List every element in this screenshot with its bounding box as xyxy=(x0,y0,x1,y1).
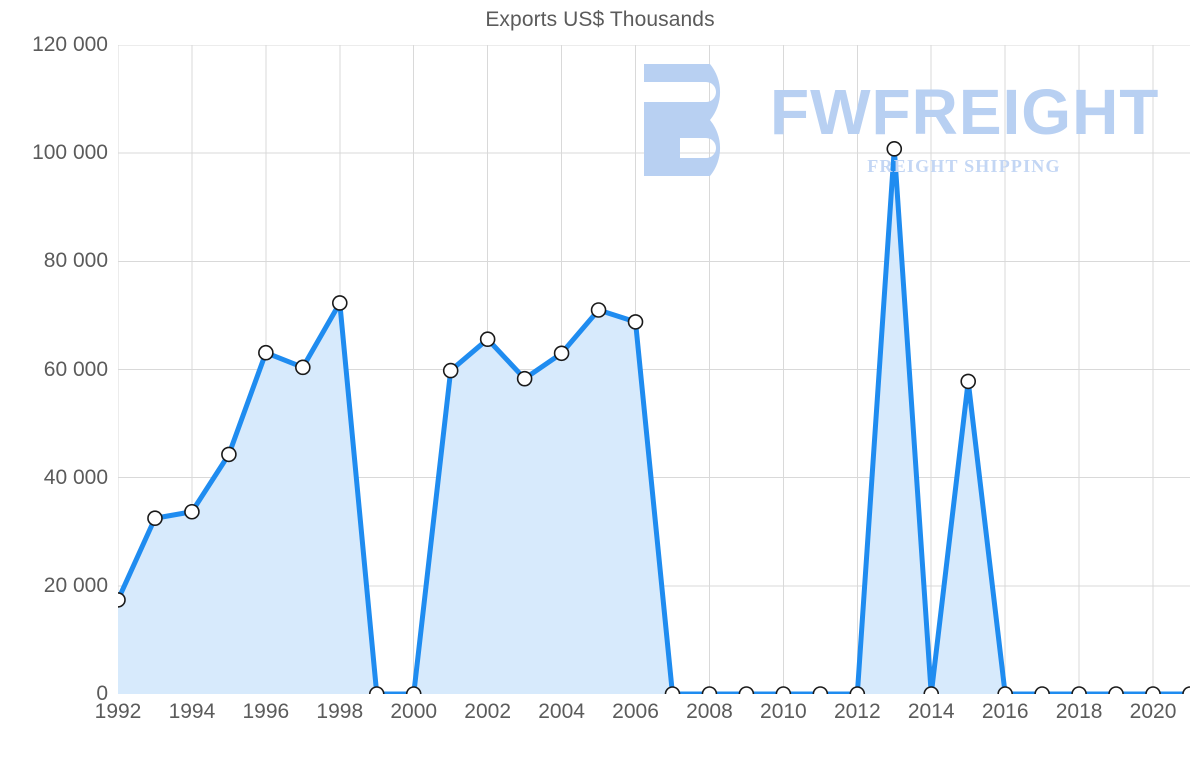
data-point-marker[interactable] xyxy=(184,503,200,520)
x-axis-labels: 1992 1994 1996 1998 2000 2002 2004 2006 2008 2010… xyxy=(0,700,1200,740)
plot-area xyxy=(110,44,1198,702)
data-point-marker[interactable] xyxy=(590,302,607,318)
x-axis-tick-label: 1998 xyxy=(316,700,364,723)
data-point-marker[interactable] xyxy=(627,314,644,330)
data-point-marker[interactable] xyxy=(479,331,496,348)
data-point-marker[interactable] xyxy=(738,686,755,702)
data-point-marker[interactable] xyxy=(701,686,718,702)
x-axis-tick-label: 2018 xyxy=(1055,700,1103,723)
data-point-marker[interactable] xyxy=(516,370,533,387)
data-point-marker[interactable] xyxy=(295,359,311,376)
data-point-marker[interactable] xyxy=(886,141,903,157)
data-point-marker[interactable] xyxy=(1034,686,1050,702)
x-axis-tick-label: 1994 xyxy=(168,700,216,723)
data-point-marker[interactable] xyxy=(1108,686,1124,702)
x-axis-tick-label: 2012 xyxy=(833,700,881,723)
x-axis-tick-label: 2000 xyxy=(390,700,438,723)
data-point-marker[interactable] xyxy=(664,686,681,702)
x-axis-tick-label: 2002 xyxy=(464,700,511,723)
data-point-marker[interactable] xyxy=(1145,686,1161,702)
x-axis-tick-label: 2016 xyxy=(981,700,1029,723)
x-axis-tick-label: 2020 xyxy=(1129,700,1177,723)
data-point-marker[interactable] xyxy=(442,362,459,379)
data-point-marker[interactable] xyxy=(147,510,163,527)
data-point-marker[interactable] xyxy=(1182,686,1198,702)
x-axis-tick-label: 2008 xyxy=(686,700,733,723)
data-point-marker[interactable] xyxy=(258,344,274,361)
y-axis-tick-label: 40 000 xyxy=(43,465,108,489)
y-axis-tick-label: 120 000 xyxy=(32,33,108,56)
data-point-marker[interactable] xyxy=(110,592,126,608)
y-axis-tick-label: 0 xyxy=(96,682,108,705)
x-axis-tick-label: 2014 xyxy=(907,700,955,723)
chart-svg xyxy=(110,44,1198,702)
x-axis-tick-label: 1992 xyxy=(94,700,142,723)
data-point-marker[interactable] xyxy=(812,686,829,702)
data-point-marker[interactable] xyxy=(960,373,977,390)
data-point-marker[interactable] xyxy=(997,686,1013,702)
data-point-marker[interactable] xyxy=(405,686,422,702)
y-axis-tick-label: 60 000 xyxy=(43,357,108,381)
area-fill xyxy=(118,148,1190,695)
x-axis-tick-label: 2004 xyxy=(538,700,585,723)
y-axis-tick-label: 80 000 xyxy=(43,249,108,273)
y-axis-tick-label: 20 000 xyxy=(43,573,108,597)
data-point-marker[interactable] xyxy=(553,345,570,362)
data-point-marker[interactable] xyxy=(775,686,792,702)
data-point-marker[interactable] xyxy=(368,686,385,702)
data-point-marker[interactable] xyxy=(331,295,348,311)
y-axis-labels: 0 20 000 40 000 60 000 80 000 100 000 120 000 xyxy=(0,33,108,705)
chart-title: Exports US$ Thousands xyxy=(485,8,715,31)
x-axis-tick-label: 2006 xyxy=(612,700,659,723)
data-point-marker[interactable] xyxy=(923,686,940,702)
x-axis-tick-label: 1996 xyxy=(242,700,290,723)
data-point-marker[interactable] xyxy=(1071,686,1087,702)
data-point-marker[interactable] xyxy=(221,446,237,463)
data-point-marker[interactable] xyxy=(849,686,866,702)
x-axis-tick-label: 2010 xyxy=(760,700,807,723)
y-axis-tick-label: 100 000 xyxy=(32,141,108,165)
